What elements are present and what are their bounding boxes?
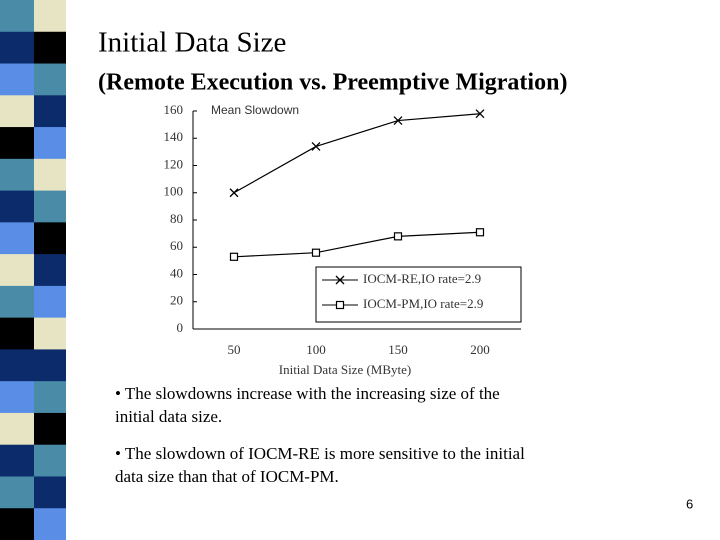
stripe-block [34,349,66,383]
stripe-block [34,412,66,446]
slide-title: Initial Data Size [98,27,286,59]
stripe-block [34,317,66,351]
stripe-block [0,31,34,65]
y-tick-label: 140 [164,129,184,144]
x-tick-label: 50 [228,342,241,357]
marker [229,252,239,261]
legend-label: IOCM-RE,IO rate=2.9 [363,271,481,286]
stripe-block [0,158,34,192]
y-tick-label: 80 [170,211,183,226]
x-tick-label: 150 [388,342,408,357]
marker [393,232,403,241]
marker [335,300,345,310]
legend-box [315,266,522,323]
stripe-block [34,476,66,510]
series-line [233,231,481,258]
stripe-block [0,381,34,414]
y-tick-label: 160 [164,102,184,117]
stripe-block [0,95,34,129]
x-tick-label: 100 [306,342,326,357]
stripe-block [34,95,66,129]
stripe-block [34,254,66,287]
stripe-block [0,412,34,446]
stripe-block [0,317,34,351]
marker [311,141,321,151]
marker [311,248,321,257]
stripe-block [0,285,34,319]
y-tick-label: 20 [170,293,183,308]
stripe-block [0,476,34,510]
marker [475,109,485,119]
stripe-block [34,285,66,319]
slide-subtitle: (Remote Execution vs. Preemptive Migrati… [98,70,567,96]
stripe-block [0,127,34,160]
marker [229,188,239,198]
stripe-block [34,63,66,97]
stripe-block [0,254,34,287]
stripe-block [34,0,66,33]
stripe-block [34,31,66,65]
stripe-block [34,190,66,224]
y-tick-label: 0 [177,320,184,335]
bullet-line: • The slowdown of IOCM-RE is more sensit… [115,444,525,463]
stripe-block [0,190,34,224]
x-axis-label: Initial Data Size (MByte) [279,362,412,377]
stripe-block [0,63,34,97]
stripe-block [0,0,34,33]
y-tick-label: 120 [164,156,184,171]
marker [475,228,485,237]
bullet-line: initial data size. [115,407,222,426]
stripe-block [34,222,66,256]
stripe-block [34,158,66,192]
decorative-stripe [0,0,66,540]
bullet-line: data size than that of IOCM-PM. [115,467,339,486]
bullet-line: • The slowdowns increase with the increa… [115,384,500,403]
marker [335,275,345,285]
stripe-block [0,222,34,256]
stripe-block [34,444,66,478]
stripe-block [0,508,34,540]
x-tick-label: 200 [470,342,490,357]
y-tick-label: 40 [170,265,183,280]
y-axis-label: Mean Slowdown [211,103,299,117]
y-tick-label: 100 [164,184,184,199]
marker [393,116,403,125]
stripe-block [34,381,66,414]
legend-label: IOCM-PM,IO rate=2.9 [363,296,483,311]
page-number: 6 [686,496,693,511]
y-tick-label: 60 [170,238,183,253]
stripe-block [0,444,34,478]
stripe-block [0,349,34,383]
stripe-block [34,127,66,160]
series-line [233,113,481,194]
stripe-block [34,508,66,540]
